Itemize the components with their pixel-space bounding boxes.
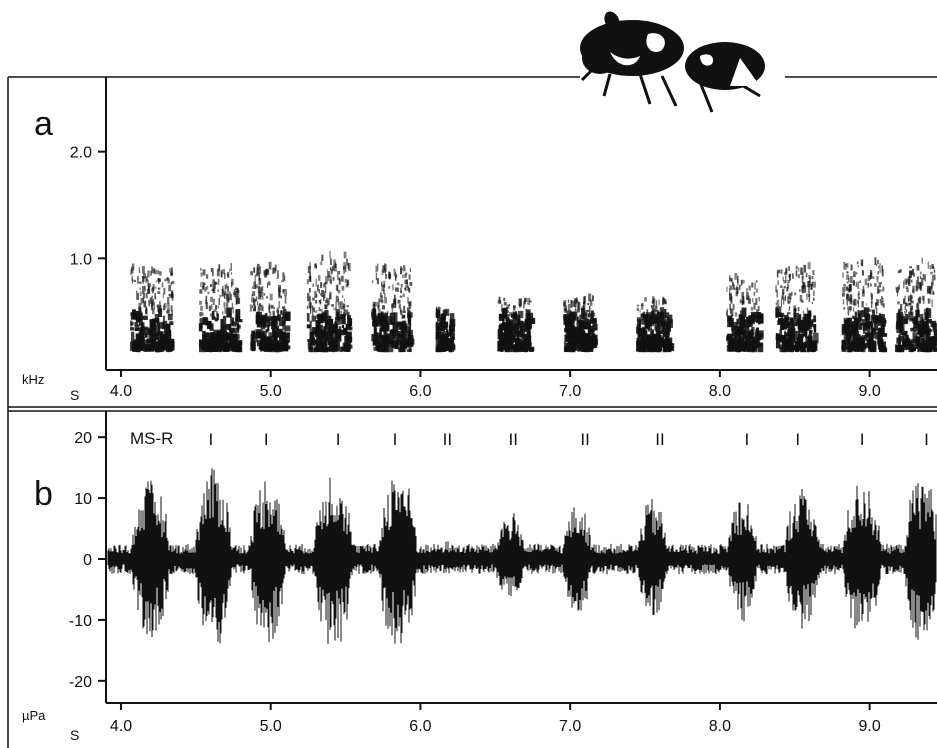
spectrogram-burst [130, 263, 175, 353]
panel-a-x-unit: S [70, 387, 79, 403]
pulse-label: I [336, 430, 341, 449]
pulse-label: II [443, 430, 452, 449]
spectrogram-burst [841, 257, 888, 353]
spectrogram-burst [725, 272, 764, 353]
pulse-label: I [264, 430, 269, 449]
panel-b-x-tick-label: 6.0 [409, 718, 431, 735]
panel-a-y-tick-label: 2.0 [70, 145, 92, 162]
waveform [107, 468, 937, 644]
panel-a-y-unit: kHz [22, 372, 44, 387]
spectrogram-burst [636, 296, 675, 353]
panel-a-x-tick-label: 4.0 [110, 383, 132, 400]
panel-b-x-tick-label: 9.0 [858, 718, 880, 735]
pulse-label: II [580, 430, 589, 449]
spectrogram-burst [249, 261, 291, 353]
waveform-trace [107, 468, 937, 644]
figure-frame [7, 76, 937, 748]
panel-b-x-unit: S [70, 727, 79, 743]
pulse-labels: I I I I II II II II I I I I [208, 430, 928, 449]
panel-b-x-tick-label: 4.0 [110, 718, 132, 735]
panel-b-y-tick-label: 0 [83, 552, 92, 569]
spectrogram-burst [563, 293, 599, 353]
pulse-label: I [393, 430, 398, 449]
panel-b-y-ticks: 20 10 0 -10 -20 [69, 430, 106, 691]
panel-a-x-ticks: 4.0 5.0 6.0 7.0 8.0 9.0 [110, 370, 881, 400]
spectrogram [130, 250, 937, 353]
panel-a-letter: a [34, 105, 53, 143]
pulse-label: I [860, 430, 865, 449]
spectrogram-burst [895, 257, 937, 353]
panel-b-x-tick-label: 5.0 [260, 718, 282, 735]
beetle-icon [580, 11, 765, 113]
panel-a-x-tick-label: 9.0 [858, 383, 880, 400]
panel-a-x-tick-label: 7.0 [559, 383, 581, 400]
pulse-label: I [208, 430, 213, 449]
pulse-label: II [655, 430, 664, 449]
spectrogram-burst [371, 263, 415, 353]
panel-b-annotation: MS-R [130, 429, 173, 448]
panel-b-x-tick-label: 8.0 [709, 718, 731, 735]
panel-a-x-tick-label: 5.0 [260, 383, 282, 400]
panel-a-x-tick-label: 8.0 [709, 383, 731, 400]
pulse-label: I [795, 430, 800, 449]
pulse-label: I [744, 430, 749, 449]
panel-a-x-tick-label: 6.0 [409, 383, 431, 400]
pulse-label: II [509, 430, 518, 449]
spectrogram-burst [497, 296, 536, 353]
panel-b-letter: b [34, 475, 53, 513]
panel-a: a 2.0 1.0 4.0 5.0 6.0 7.0 8.0 9.0 kHz S [22, 77, 937, 403]
panel-a-y-ticks: 2.0 1.0 [70, 145, 106, 268]
panel-b-y-tick-label: 20 [74, 430, 92, 447]
panel-a-y-tick-label: 1.0 [70, 251, 92, 268]
spectrogram-burst [775, 262, 819, 353]
panel-b-y-tick-label: -10 [69, 613, 92, 630]
panel-b-x-tick-label: 7.0 [559, 718, 581, 735]
pulse-label: I [924, 430, 929, 449]
panel-b-y-unit: µPa [22, 708, 46, 723]
spectrogram-burst [306, 250, 353, 353]
panel-b-y-tick-label: -20 [69, 674, 92, 691]
spectrogram-burst [198, 263, 243, 353]
panel-b-x-ticks: 4.0 5.0 6.0 7.0 8.0 9.0 [110, 703, 881, 735]
panel-b-y-tick-label: 10 [74, 491, 92, 508]
spectrogram-burst [435, 306, 456, 353]
